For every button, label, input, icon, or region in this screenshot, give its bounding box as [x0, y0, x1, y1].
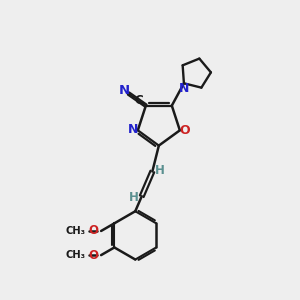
- Text: O: O: [179, 124, 190, 137]
- Text: N: N: [118, 84, 130, 97]
- Text: O: O: [88, 249, 98, 262]
- Text: CH₃: CH₃: [66, 226, 86, 236]
- Text: C: C: [134, 94, 143, 107]
- Text: H: H: [155, 164, 165, 176]
- Text: O: O: [88, 224, 98, 237]
- Text: H: H: [129, 191, 139, 204]
- Text: N: N: [128, 123, 138, 136]
- Text: N: N: [179, 82, 189, 95]
- Text: CH₃: CH₃: [66, 250, 86, 260]
